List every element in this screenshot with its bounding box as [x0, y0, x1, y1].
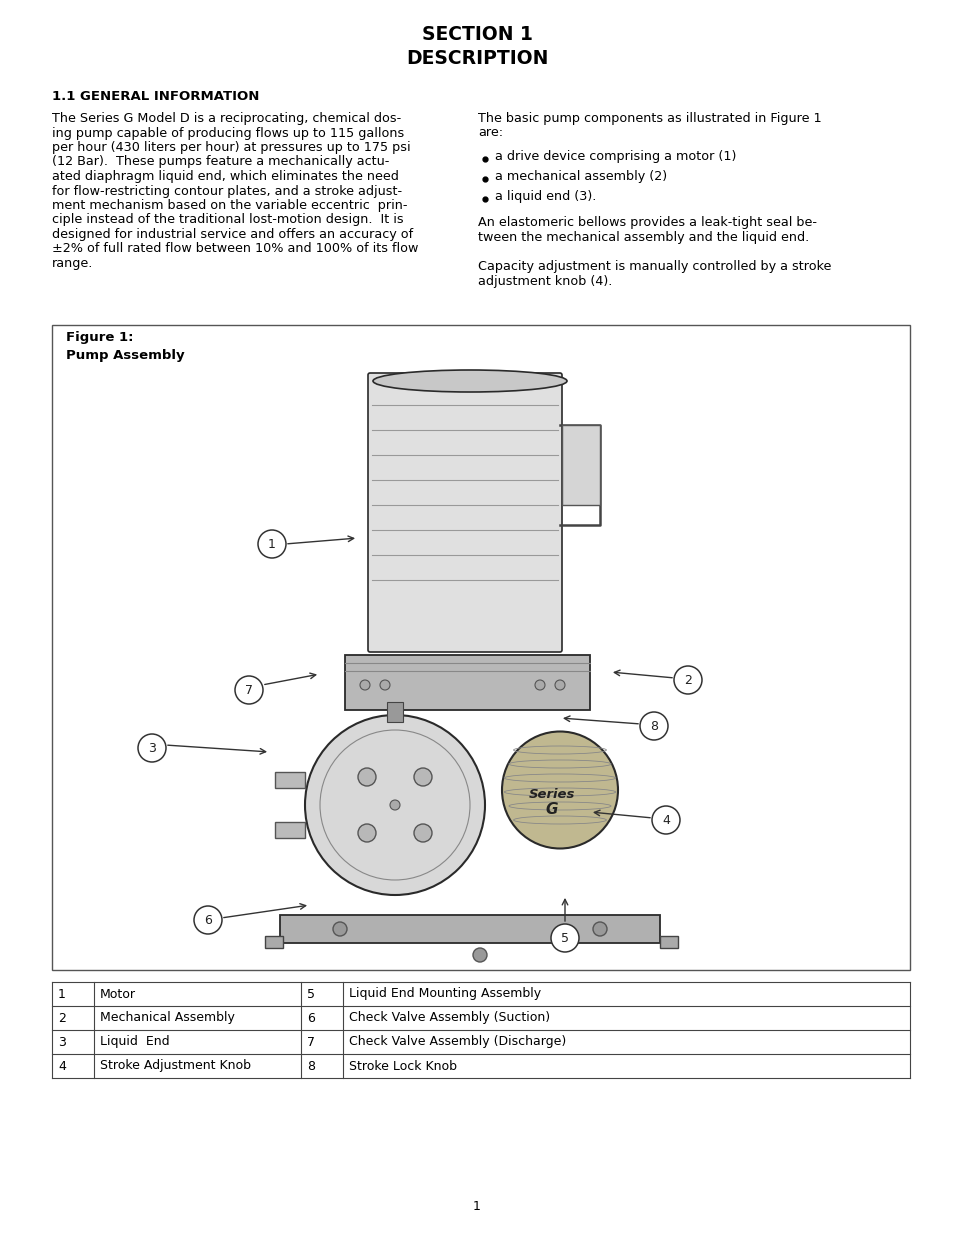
Text: 1: 1: [268, 537, 275, 551]
Bar: [52, 325, 909, 969]
Text: a liquid end (3).: a liquid end (3).: [495, 190, 596, 203]
Text: Liquid End Mounting Assembly: Liquid End Mounting Assembly: [349, 988, 540, 1000]
Circle shape: [555, 680, 564, 690]
Text: SECTION 1: SECTION 1: [421, 26, 532, 44]
Text: Check Valve Assembly (Suction): Check Valve Assembly (Suction): [349, 1011, 550, 1025]
Circle shape: [357, 824, 375, 842]
Text: 4: 4: [661, 814, 669, 826]
Text: tween the mechanical assembly and the liquid end.: tween the mechanical assembly and the li…: [477, 231, 808, 243]
Text: Check Valve Assembly (Discharge): Check Valve Assembly (Discharge): [349, 1035, 566, 1049]
Text: 8: 8: [649, 720, 658, 732]
Text: per hour (430 liters per hour) at pressures up to 175 psi: per hour (430 liters per hour) at pressu…: [52, 141, 410, 154]
Text: a drive device comprising a motor (1): a drive device comprising a motor (1): [495, 149, 736, 163]
Bar: [274, 772, 305, 788]
Circle shape: [379, 680, 390, 690]
Text: Pump Assembly: Pump Assembly: [66, 350, 185, 362]
Text: The Series G Model D is a reciprocating, chemical dos-: The Series G Model D is a reciprocating,…: [52, 112, 401, 125]
Bar: [274, 823, 305, 839]
Circle shape: [639, 713, 667, 740]
Circle shape: [390, 800, 399, 810]
Ellipse shape: [501, 731, 618, 848]
Text: 1: 1: [58, 988, 66, 1000]
Text: An elastomeric bellows provides a leak-tight seal be-: An elastomeric bellows provides a leak-t…: [477, 216, 816, 228]
Circle shape: [193, 906, 222, 934]
Text: 7: 7: [307, 1035, 314, 1049]
Circle shape: [257, 530, 286, 558]
Text: Stroke Lock Knob: Stroke Lock Knob: [349, 1060, 456, 1072]
Bar: [265, 936, 283, 948]
Text: are:: are:: [477, 126, 502, 140]
Circle shape: [333, 923, 347, 936]
Bar: [659, 936, 678, 948]
Text: 8: 8: [307, 1060, 314, 1072]
Text: 4: 4: [58, 1060, 66, 1072]
Bar: [387, 701, 402, 722]
Text: ated diaphragm liquid end, which eliminates the need: ated diaphragm liquid end, which elimina…: [52, 170, 398, 183]
Text: ±2% of full rated flow between 10% and 100% of its flow: ±2% of full rated flow between 10% and 1…: [52, 242, 418, 256]
Text: ing pump capable of producing flows up to 115 gallons: ing pump capable of producing flows up t…: [52, 126, 404, 140]
Text: Capacity adjustment is manually controlled by a stroke: Capacity adjustment is manually controll…: [477, 261, 830, 273]
Circle shape: [551, 924, 578, 952]
Text: 2: 2: [683, 673, 691, 687]
Text: 5: 5: [307, 988, 314, 1000]
Circle shape: [651, 806, 679, 834]
FancyBboxPatch shape: [368, 373, 561, 652]
Circle shape: [319, 730, 470, 881]
Text: (12 Bar).  These pumps feature a mechanically actu-: (12 Bar). These pumps feature a mechanic…: [52, 156, 389, 168]
Text: Figure 1:: Figure 1:: [66, 331, 133, 345]
Text: Motor: Motor: [100, 988, 136, 1000]
Circle shape: [535, 680, 544, 690]
Bar: [280, 915, 659, 944]
Text: DESCRIPTION: DESCRIPTION: [405, 48, 548, 68]
Circle shape: [305, 715, 484, 895]
Text: Series: Series: [528, 788, 575, 802]
Text: Mechanical Assembly: Mechanical Assembly: [100, 1011, 234, 1025]
Text: ciple instead of the traditional lost-motion design.  It is: ciple instead of the traditional lost-mo…: [52, 214, 403, 226]
Text: designed for industrial service and offers an accuracy of: designed for industrial service and offe…: [52, 228, 413, 241]
Bar: [561, 425, 599, 505]
Circle shape: [359, 680, 370, 690]
Text: 6: 6: [307, 1011, 314, 1025]
Circle shape: [473, 948, 486, 962]
Text: 2: 2: [58, 1011, 66, 1025]
Circle shape: [414, 824, 432, 842]
Text: 1.1 GENERAL INFORMATION: 1.1 GENERAL INFORMATION: [52, 90, 259, 103]
Circle shape: [593, 923, 606, 936]
Text: adjustment knob (4).: adjustment knob (4).: [477, 274, 612, 288]
Circle shape: [673, 666, 701, 694]
Text: 1: 1: [473, 1200, 480, 1214]
Circle shape: [138, 734, 166, 762]
Text: 7: 7: [245, 683, 253, 697]
Text: Liquid  End: Liquid End: [100, 1035, 170, 1049]
Text: ment mechanism based on the variable eccentric  prin-: ment mechanism based on the variable ecc…: [52, 199, 407, 212]
Text: The basic pump components as illustrated in Figure 1: The basic pump components as illustrated…: [477, 112, 821, 125]
Circle shape: [414, 768, 432, 785]
Text: range.: range.: [52, 257, 93, 270]
Text: G: G: [545, 803, 558, 818]
Circle shape: [234, 676, 263, 704]
Text: 6: 6: [204, 914, 212, 926]
Text: 5: 5: [560, 931, 568, 945]
Text: 3: 3: [148, 741, 155, 755]
Text: 3: 3: [58, 1035, 66, 1049]
Text: for flow-restricting contour plates, and a stroke adjust-: for flow-restricting contour plates, and…: [52, 184, 402, 198]
Text: a mechanical assembly (2): a mechanical assembly (2): [495, 170, 666, 183]
Text: Stroke Adjustment Knob: Stroke Adjustment Knob: [100, 1060, 251, 1072]
Ellipse shape: [373, 370, 566, 391]
Circle shape: [357, 768, 375, 785]
Bar: [345, 655, 589, 710]
